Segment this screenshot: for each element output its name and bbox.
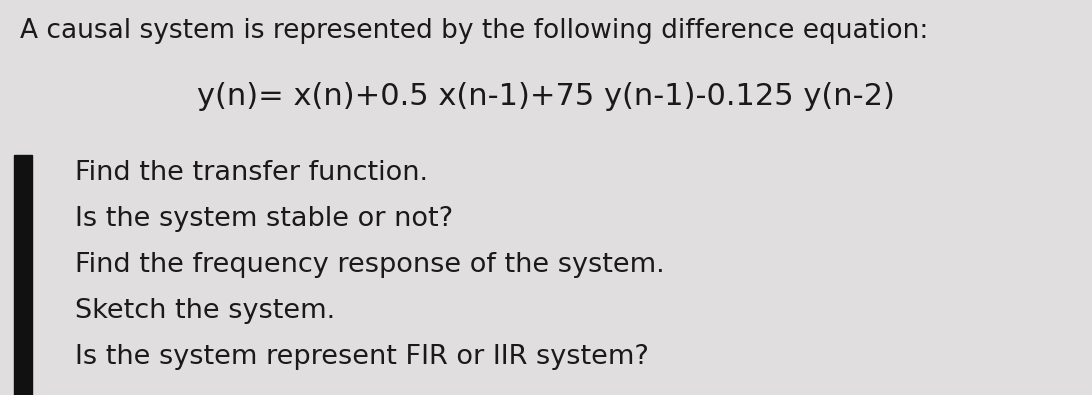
Text: Is the system represent FIR or IIR system?: Is the system represent FIR or IIR syste… — [75, 344, 649, 370]
Bar — [14, 155, 32, 395]
Text: Sketch the system.: Sketch the system. — [75, 298, 335, 324]
Text: Find the frequency response of the system.: Find the frequency response of the syste… — [75, 252, 665, 278]
Text: A causal system is represented by the following difference equation:: A causal system is represented by the fo… — [20, 18, 928, 44]
Text: Is the system stable or not?: Is the system stable or not? — [75, 206, 453, 232]
Text: Find the transfer function.: Find the transfer function. — [75, 160, 428, 186]
Text: y(n)= x(n)+0.5 x(n-1)+75 y(n-1)-0.125 y(n-2): y(n)= x(n)+0.5 x(n-1)+75 y(n-1)-0.125 y(… — [197, 82, 895, 111]
